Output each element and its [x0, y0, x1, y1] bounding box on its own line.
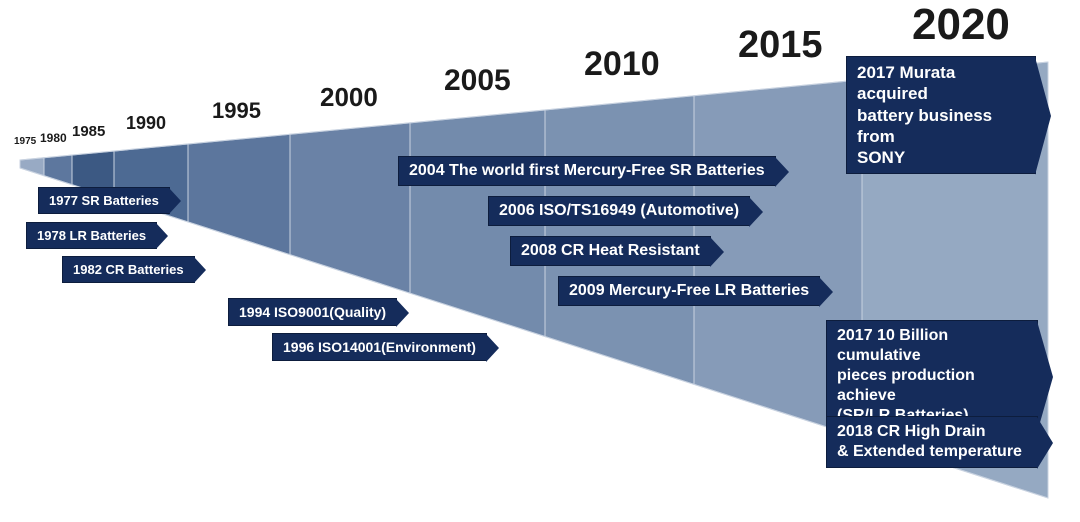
chevron-right-icon — [169, 188, 181, 214]
event-callout: 2008 CR Heat Resistant — [510, 236, 711, 266]
chevron-right-icon — [1035, 57, 1051, 175]
chevron-right-icon — [194, 257, 206, 283]
event-callout: 1977 SR Batteries — [38, 187, 170, 214]
timeline-infographic: 1975 1980 1985 1990 1995 2000 2005 2010 2015 2020… — [0, 0, 1080, 522]
year-label: 1985 — [72, 123, 105, 140]
year-label: 2005 — [444, 64, 511, 98]
event-callout: 1996 ISO14001(Environment) — [272, 333, 487, 361]
event-callout: 2018 CR High Drain& Extended temperature — [826, 416, 1038, 468]
chevron-right-icon — [749, 197, 763, 227]
event-callout: 2006 ISO/TS16949 (Automotive) — [488, 196, 750, 226]
chevron-right-icon — [486, 334, 499, 362]
chevron-right-icon — [775, 157, 789, 187]
year-label: 2000 — [320, 82, 378, 113]
event-callout: 1978 LR Batteries — [26, 222, 157, 249]
year-label: 1975 — [14, 136, 36, 147]
event-callout: 2004 The world first Mercury-Free SR Bat… — [398, 156, 776, 186]
event-callout: 1994 ISO9001(Quality) — [228, 298, 397, 326]
event-callout: 2017 Murata acquiredbattery business fro… — [846, 56, 1036, 174]
chevron-right-icon — [1037, 417, 1053, 469]
year-label: 2015 — [738, 24, 823, 67]
year-label: 2020 — [912, 0, 1010, 50]
chevron-right-icon — [156, 223, 168, 249]
event-callout: 2009 Mercury-Free LR Batteries — [558, 276, 820, 306]
year-label: 1980 — [40, 131, 67, 145]
chevron-right-icon — [710, 237, 724, 267]
year-label: 1990 — [126, 113, 166, 134]
year-label: 2010 — [584, 45, 660, 84]
chevron-right-icon — [396, 299, 409, 327]
chevron-right-icon — [819, 277, 833, 307]
year-label: 1995 — [212, 98, 261, 124]
event-callout: 1982 CR Batteries — [62, 256, 195, 283]
